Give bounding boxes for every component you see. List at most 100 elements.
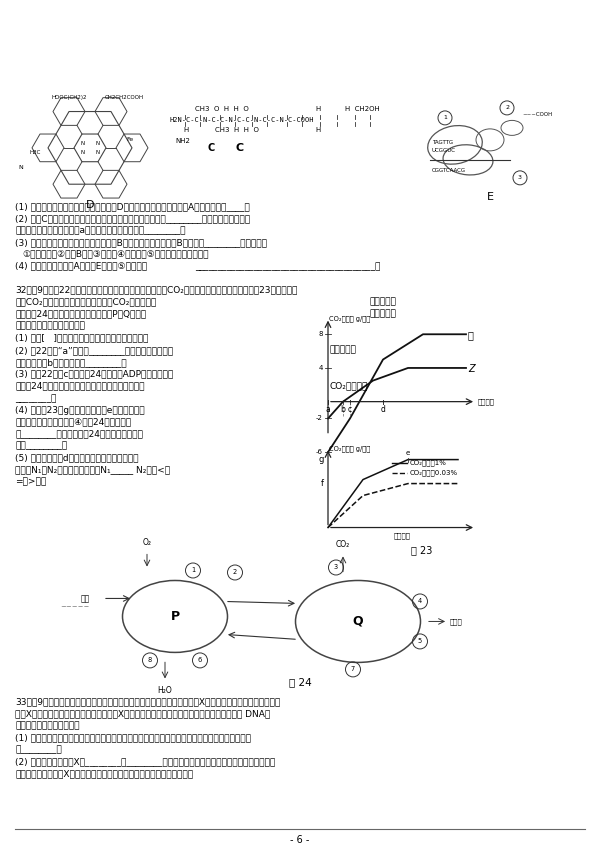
Text: c: c: [348, 404, 352, 414]
Text: e: e: [406, 449, 410, 455]
Text: H  CH2OH: H CH2OH: [345, 106, 380, 112]
Text: H: H: [315, 106, 320, 112]
Text: H2N-C-C-N-C-C-N-C-C-N-C-C-N-C-COOH: H2N-C-C-N-C-C-N-C-C-N-C-C-N-C-COOH: [170, 117, 314, 123]
Text: 3: 3: [334, 565, 338, 571]
Text: (1) 某成熟双凹圆盘状细胞内蛋白质具有D所示分子结构，该细胞产生A物质的场所有____。: (1) 某成熟双凹圆盘状细胞内蛋白质具有D所示分子结构，该细胞产生A物质的场所有…: [15, 202, 250, 211]
Text: 所，数字代表反应中的物质。: 所，数字代表反应中的物质。: [15, 321, 85, 331]
Text: 是________。: 是________。: [15, 745, 62, 755]
Text: 基酸的相对分子质量之和为a，那么该物质的分子量是________。: 基酸的相对分子质量之和为a，那么该物质的分子量是________。: [15, 226, 185, 235]
Text: ~~~COOH: ~~~COOH: [522, 112, 552, 117]
Text: (2) 若图C所示物质为膜外蛋白，则与其表达有关的细胞器有________。设构成该分子的氨: (2) 若图C所示物质为膜外蛋白，则与其表达有关的细胞器有________。设构…: [15, 214, 250, 223]
Text: g: g: [319, 455, 324, 464]
Text: 养液培养甲: 养液培养甲: [330, 346, 357, 354]
Text: CO₂的来源是: CO₂的来源是: [330, 382, 368, 391]
Text: CGGTCAACG: CGGTCAACG: [432, 168, 466, 173]
Text: f: f: [321, 479, 324, 488]
Text: （用图24中箭头和字母表示）。此时光合作用所需的: （用图24中箭头和字母表示）。此时光合作用所需的: [15, 382, 145, 391]
Text: ________________________________________。: ________________________________________…: [195, 262, 380, 271]
Text: 8: 8: [148, 657, 152, 663]
Text: - 6 -: - 6 -: [290, 835, 310, 845]
Text: d: d: [380, 404, 385, 414]
Text: 7: 7: [351, 667, 355, 672]
Text: Z: Z: [468, 364, 475, 374]
Text: 基因X编码。在一些肿瘤细胞中，原癌基因X过量表达会持续激活细胞内的信号传导，启动细胞 DNA的: 基因X编码。在一些肿瘤细胞中，原癌基因X过量表达会持续激活细胞内的信号传导，启动…: [15, 710, 270, 718]
Text: 光能: 光能: [81, 594, 90, 603]
Text: CO₂吸收量 g/小时: CO₂吸收量 g/小时: [329, 315, 370, 322]
Text: UCGGUC: UCGGUC: [432, 148, 456, 153]
Text: 1: 1: [191, 567, 195, 573]
Text: 曲线。图24是植物光合作用过程。其中P、Q表示相: 曲线。图24是植物光合作用过程。其中P、Q表示相: [15, 310, 146, 319]
Text: H₂O: H₂O: [158, 686, 172, 695]
Text: P: P: [170, 610, 179, 623]
Text: 强度变化的: 强度变化的: [370, 298, 397, 307]
Text: 1: 1: [443, 115, 447, 120]
Text: (1) 同一个体各种体细胞来源于受精卵的分裂与分化。正常情况下，体细胞核遗传信息相同的原因: (1) 同一个体各种体细胞来源于受精卵的分裂与分化。正常情况下，体细胞核遗传信息…: [15, 734, 251, 742]
Text: N: N: [80, 150, 84, 155]
Text: D: D: [86, 200, 94, 209]
Text: Q: Q: [353, 615, 364, 628]
Text: (3) 在图22中的c点时，图24叶绻体中ADP的移动方向是: (3) 在图22中的c点时，图24叶绻体中ADP的移动方向是: [15, 370, 173, 379]
Text: H3C: H3C: [30, 150, 41, 155]
Text: 将________，用文字和图24中的数字编号解释: 将________，用文字和图24中的数字编号解释: [15, 430, 143, 438]
Text: 4: 4: [418, 599, 422, 605]
Text: 图 23: 图 23: [412, 545, 433, 555]
Text: TAGTTG: TAGTTG: [432, 140, 453, 145]
Text: a: a: [326, 404, 331, 414]
Text: (2) 通过检测原癌基因X的________和________可判断其是否转录和翻译。检测成人多种正常组: (2) 通过检测原癌基因X的________和________可判断其是否转录和…: [15, 757, 275, 767]
Text: 33、（9分）人类各种癌症中的关键基因之一是原癌基因。研究发现，蛋白X是细胞膜上的一种受体，由原癌: 33、（9分）人类各种癌症中的关键基因之一是原癌基因。研究发现，蛋白X是细胞膜上…: [15, 697, 280, 706]
Text: CO₂浓度为0.03%: CO₂浓度为0.03%: [410, 470, 458, 477]
Text: 复制，导致细胞异常增殖。: 复制，导致细胞异常增殖。: [15, 722, 79, 730]
Text: b: b: [341, 404, 346, 414]
Text: ~~~~~: ~~~~~: [61, 605, 90, 611]
Text: 有机物: 有机物: [450, 618, 463, 625]
Text: H: H: [183, 127, 188, 133]
Text: 甲: 甲: [468, 330, 474, 340]
Text: CH3  H  H  O: CH3 H H O: [215, 127, 259, 133]
Text: -6: -6: [316, 449, 323, 455]
Text: E: E: [487, 192, 493, 202]
Text: C: C: [208, 142, 215, 153]
Text: 原因________。: 原因________。: [15, 442, 67, 450]
Text: (4) 从化学组成上看，A物质与E图中的⑤的区别是: (4) 从化学组成上看，A物质与E图中的⑤的区别是: [15, 262, 147, 271]
Text: 织后，发现原癌基因X只在乳腺、呼吸道等上皮细胞中有微弱表达，这说明: 织后，发现原癌基因X只在乳腺、呼吸道等上皮细胞中有微弱表达，这说明: [15, 769, 193, 778]
Text: 图 24: 图 24: [289, 678, 311, 688]
Text: 成速率N₁、N₂的大小，结果应为N₁_____ N₂（填<、: 成速率N₁、N₂的大小，结果应为N₁_____ N₂（填<、: [15, 466, 170, 475]
Text: (1) 植物[   ]在弱光条件下比强光条件下生长更好。: (1) 植物[ ]在弱光条件下比强光条件下生长更好。: [15, 334, 148, 343]
Text: HOOC(CH2)2: HOOC(CH2)2: [52, 95, 88, 100]
Text: 32、（9分）图22是甲、乙两种植物单位时间内吸收与释放CO₂的量随光照强度变化的曲线。图23是甲植物在: 32、（9分）图22是甲、乙两种植物单位时间内吸收与释放CO₂的量随光照强度变化…: [15, 286, 298, 295]
Text: CH3  O  H  H  O: CH3 O H H O: [195, 106, 249, 112]
Text: 不同CO₂浓度下单位时间内吸收与释放CO₂的量随光照: 不同CO₂浓度下单位时间内吸收与释放CO₂的量随光照: [15, 298, 156, 307]
Text: =、>）。: =、>）。: [15, 477, 46, 487]
Text: 8: 8: [319, 332, 323, 338]
Text: O₂: O₂: [143, 538, 151, 546]
Text: ________。: ________。: [15, 393, 56, 403]
Text: H: H: [315, 127, 320, 133]
Text: (5) 当光照强度为d时，比较植物甲、乙有机物合: (5) 当光照强度为d时，比较植物甲、乙有机物合: [15, 454, 139, 463]
Text: 2: 2: [233, 570, 237, 576]
Text: 6: 6: [198, 657, 202, 663]
Text: (2) 图22中的“a”点表示________。如果以缺镕完全营: (2) 图22中的“a”点表示________。如果以缺镕完全营: [15, 346, 173, 354]
Text: 3: 3: [518, 176, 522, 181]
Text: NH2: NH2: [175, 138, 190, 144]
Text: 5: 5: [418, 639, 422, 644]
Text: 光照强度: 光照强度: [478, 399, 495, 405]
Text: 关反应的场: 关反应的场: [370, 310, 397, 319]
Text: CO₂: CO₂: [336, 539, 350, 549]
Text: N: N: [96, 150, 100, 155]
Text: ①甲状腺细胞②胰岛B细胞③肆细胞④垂体细胞⑤下丘脑神经内分泌细胞: ①甲状腺细胞②胰岛B细胞③肆细胞④垂体细胞⑤下丘脑神经内分泌细胞: [22, 250, 209, 259]
Text: N: N: [80, 141, 84, 146]
Text: 光照强度: 光照强度: [394, 533, 410, 539]
Text: N: N: [96, 141, 100, 146]
Text: 植物幼苗，则b点移动方向是________。: 植物幼苗，则b点移动方向是________。: [15, 358, 127, 366]
Text: 2: 2: [505, 105, 509, 110]
Text: CH2CH2COOH: CH2CH2COOH: [105, 95, 144, 100]
Text: N: N: [18, 165, 23, 170]
Text: (4) 若将图23中g点光照强度改为e点强度，则短: (4) 若将图23中g点光照强度改为e点强度，则短: [15, 405, 145, 415]
Text: CO₂吸收量 g/小时: CO₂吸收量 g/小时: [329, 445, 370, 452]
Text: CO₂浓度为1%: CO₂浓度为1%: [410, 460, 447, 466]
Text: (3) 以下人体常见细胞中，含有促进合成B的相关基因但不能合成B的细胞是________（填序号）: (3) 以下人体常见细胞中，含有促进合成B的相关基因但不能合成B的细胞是____…: [15, 237, 267, 247]
Text: C: C: [235, 142, 243, 153]
Text: -2: -2: [316, 416, 323, 421]
Text: 4: 4: [319, 365, 323, 371]
Text: 时间内甲植物叶肉细胞中④（图24中）的含量: 时间内甲植物叶肉细胞中④（图24中）的含量: [15, 417, 131, 427]
